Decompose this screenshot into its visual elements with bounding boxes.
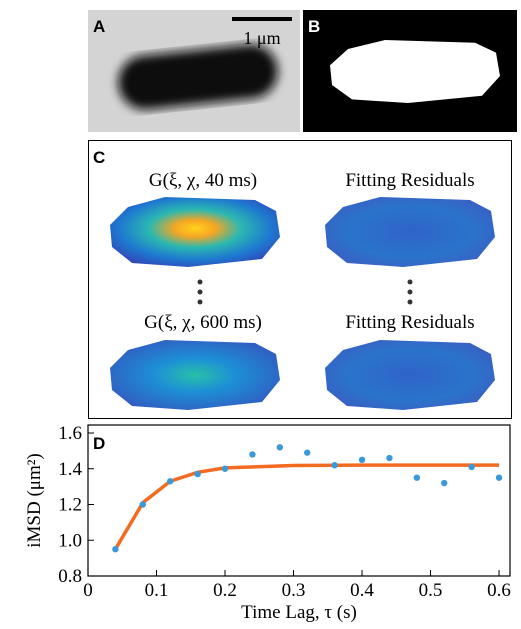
- residual-map: [325, 340, 495, 410]
- data-point: [441, 479, 448, 487]
- data-point: [413, 474, 421, 481]
- map-title: Fitting Residuals: [345, 312, 474, 333]
- map-title: G(ξ, χ, 600 ms): [144, 312, 262, 333]
- correlation-map: [110, 340, 280, 410]
- y-tick-label: 1.4: [58, 459, 82, 480]
- correlation-map: [110, 197, 280, 267]
- x-tick-label: 0.1: [145, 580, 169, 601]
- data-point: [358, 456, 366, 464]
- cell-mask: [330, 40, 500, 103]
- x-tick-label: 0.3: [282, 580, 306, 601]
- panel-label: B: [308, 17, 320, 36]
- plot-frame: [87, 424, 511, 577]
- panel-label: C: [93, 148, 105, 167]
- x-tick-label: 0.5: [419, 580, 443, 601]
- panel-label: A: [93, 17, 105, 36]
- data-point: [304, 449, 311, 456]
- residual-map: [325, 197, 495, 267]
- data-point: [331, 461, 338, 469]
- data-point: [221, 465, 229, 472]
- data-point: [495, 474, 503, 481]
- x-tick-label: 0: [83, 580, 93, 601]
- chart-d: 0.8 1.0 1.2 1.4 1.6 0 0.1 0.2 0.3 0.4 0.5 0.6 Time L…: [24, 423, 511, 623]
- y-tick-label: 1.6: [58, 423, 82, 444]
- map-title: G(ξ, χ, 40 ms): [149, 170, 257, 191]
- fit-line: [113, 463, 500, 551]
- y-axis-label: iMSD (μm²): [24, 453, 45, 548]
- data-point: [167, 478, 174, 485]
- data-point: [386, 454, 393, 462]
- cell-image: [118, 44, 278, 110]
- data-point: [194, 470, 201, 478]
- map-title: Fitting Residuals: [345, 170, 474, 191]
- data-point: [276, 444, 284, 451]
- data-point: [249, 451, 256, 458]
- ellipsis: [197, 279, 413, 305]
- scale-label: 1 μm: [243, 28, 280, 48]
- x-tick-label: 0.4: [350, 580, 374, 601]
- data-point: [139, 501, 147, 508]
- x-axis-label: Time Lag, τ (s): [241, 602, 357, 623]
- y-tick-label: 1.0: [58, 530, 82, 551]
- y-tick-label: 1.2: [58, 495, 82, 516]
- y-tick-label: 0.8: [58, 566, 82, 587]
- data-point: [468, 463, 475, 471]
- panel-label: D: [93, 434, 105, 453]
- x-tick-label: 0.2: [213, 580, 237, 601]
- data-point: [112, 545, 119, 553]
- x-tick-label: 0.6: [487, 580, 511, 601]
